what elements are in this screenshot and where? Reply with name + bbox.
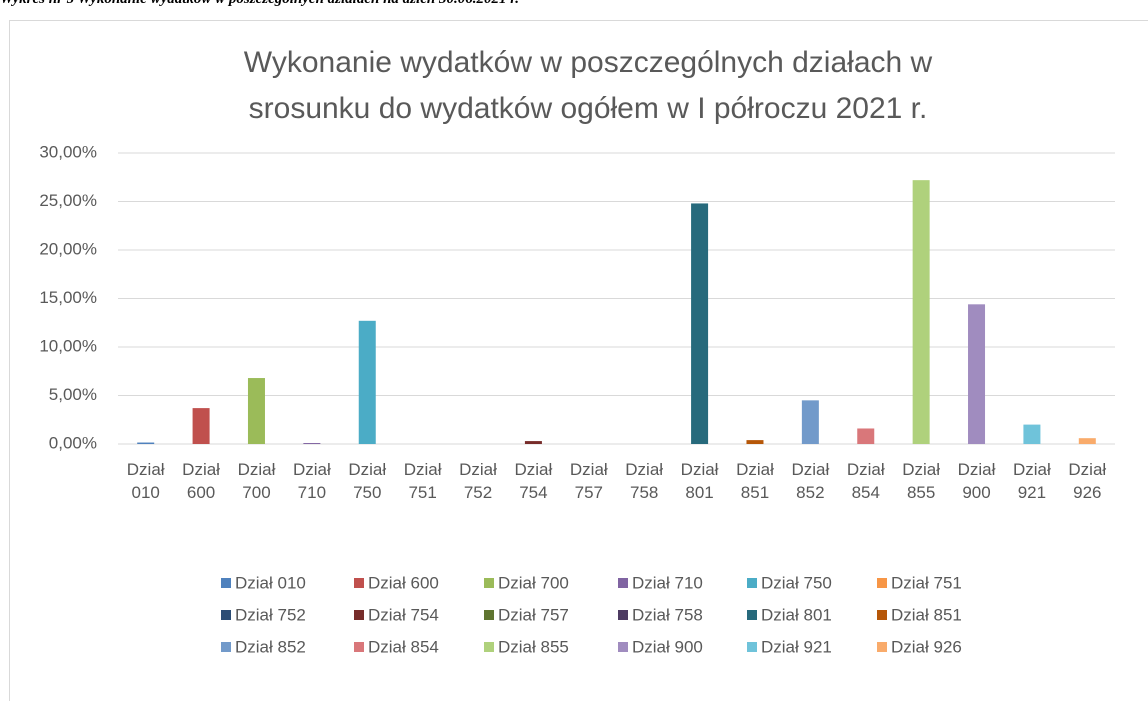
legend-label: Dział 855 [498, 637, 569, 656]
x-tick-label: Dział 801 [680, 460, 719, 502]
legend-swatch [221, 642, 231, 652]
legend-label: Dział 600 [368, 573, 439, 592]
legend-swatch [354, 578, 364, 588]
y-tick-label: 5,00% [49, 385, 97, 404]
bar [247, 378, 265, 444]
bar [192, 408, 210, 444]
bar [358, 320, 376, 444]
legend-swatch [484, 578, 494, 588]
legend-swatch [354, 642, 364, 652]
legend-swatch [747, 642, 757, 652]
x-tick-label: Dział 600 [182, 460, 220, 502]
y-tick-label: 25,00% [39, 191, 97, 210]
legend-swatch [221, 610, 231, 620]
x-tick-label: Dział 710 [292, 460, 331, 502]
legend-label: Dział 854 [368, 637, 439, 656]
legend-swatch [877, 610, 887, 620]
x-tick-label: Dział 851 [736, 460, 774, 502]
bar [801, 400, 819, 444]
bar [912, 180, 930, 444]
legend-swatch [747, 610, 757, 620]
x-tick-label: Dział 752 [459, 460, 497, 502]
legend-swatch [618, 578, 628, 588]
y-tick-label: 30,00% [39, 142, 97, 161]
bar [857, 428, 875, 444]
chart: 0,00% 5,00% 10,00% 15,00% 20,00% 25,00% 30,00%… [39, 142, 1115, 656]
x-tick-label: Dział 921 [1013, 460, 1051, 502]
legend-swatch [221, 578, 231, 588]
legend-swatch [618, 610, 628, 620]
legend-label: Dział 010 [235, 573, 306, 592]
legend-swatch [618, 642, 628, 652]
bar [691, 203, 709, 444]
bar [524, 441, 542, 444]
x-tick-label: Dział 751 [403, 460, 442, 502]
bar [1078, 438, 1096, 444]
legend-label: Dział 757 [498, 605, 569, 624]
x-tick-label: Dział 700 [237, 460, 276, 502]
legend-label: Dział 851 [891, 605, 962, 624]
x-tick-label: Dział 757 [569, 460, 608, 502]
x-tick-label: Dział 852 [791, 460, 830, 502]
x-tick-label: Dział 900 [957, 460, 996, 502]
legend-swatch [747, 578, 757, 588]
y-tick-label: 20,00% [39, 239, 97, 258]
bar [1023, 424, 1041, 444]
legend-swatch [484, 642, 494, 652]
legend-label: Dział 900 [632, 637, 703, 656]
legend-swatch [354, 610, 364, 620]
legend-swatch [877, 578, 887, 588]
x-tick-label: Dział 754 [514, 460, 553, 502]
legend-label: Dział 852 [235, 637, 306, 656]
legend-swatch [484, 610, 494, 620]
x-tick-label: Dział 854 [846, 460, 885, 502]
bar [303, 443, 321, 444]
legend-label: Dział 750 [761, 573, 832, 592]
legend-label: Dział 752 [235, 605, 306, 624]
y-tick-label: 15,00% [39, 288, 97, 307]
legend-label: Dział 801 [761, 605, 832, 624]
chart-title: Wykonanie wydatków w poszczególnych dzia… [243, 46, 933, 125]
x-tick-label: Dział 750 [348, 460, 387, 502]
y-tick-label: 10,00% [39, 336, 97, 355]
y-tick-label: 0,00% [49, 433, 97, 452]
x-tick-label: Dział 758 [625, 460, 664, 502]
heading: Wykres nr 5 Wykonanie wydatków w poszcze… [0, 0, 519, 8]
legend-label: Dział 758 [632, 605, 703, 624]
x-tick-label: Dział 926 [1068, 460, 1107, 502]
bar [968, 304, 986, 444]
legend-swatch [877, 642, 887, 652]
chart-frame [9, 20, 1148, 701]
bar [137, 442, 155, 444]
legend-label: Dział 710 [632, 573, 703, 592]
x-tick-label: Dział 010 [126, 460, 165, 502]
x-tick-label: Dział 855 [902, 460, 941, 502]
legend-label: Dział 700 [498, 573, 569, 592]
legend-label: Dział 751 [891, 573, 962, 592]
bar [746, 440, 764, 444]
legend-label: Dział 754 [368, 605, 439, 624]
legend-label: Dział 921 [761, 637, 832, 656]
legend-label: Dział 926 [891, 637, 962, 656]
